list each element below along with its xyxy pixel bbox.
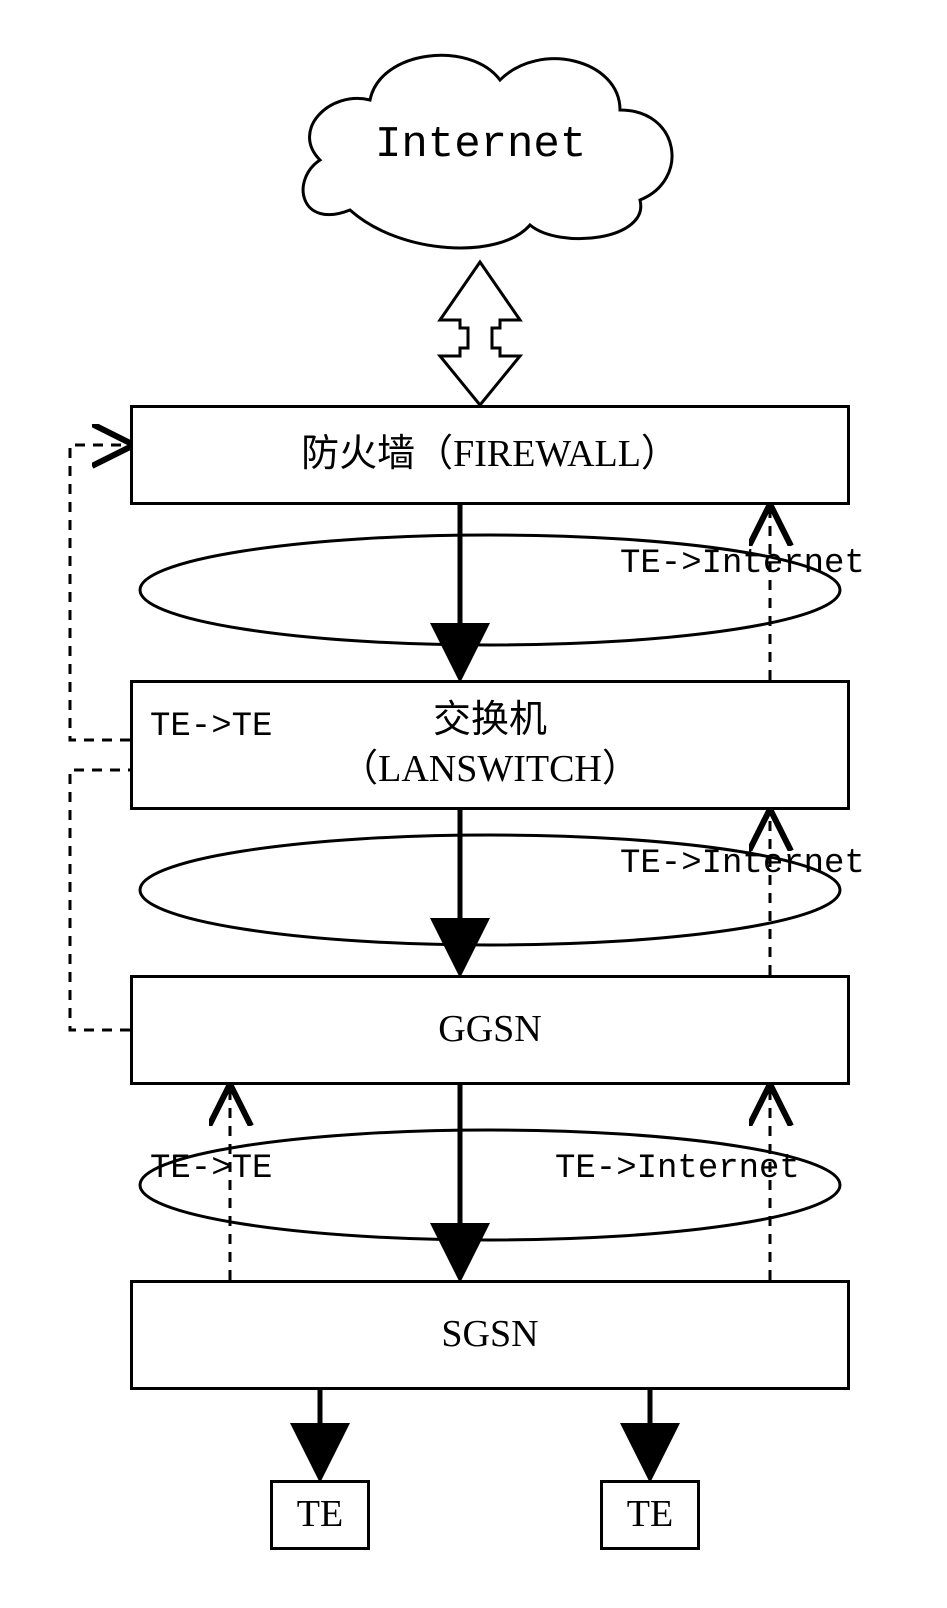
sgsn-label: SGSN — [441, 1310, 538, 1359]
te-left-node: TE — [270, 1480, 370, 1550]
te-right-node: TE — [600, 1480, 700, 1550]
te-right-label: TE — [627, 1490, 673, 1539]
label-fw-sw-right: TE->Internet — [620, 545, 865, 583]
label-sw-gg-right: TE->Internet — [620, 845, 865, 883]
sgsn-node: SGSN — [130, 1280, 850, 1390]
bidir-arrow-internet-firewall — [440, 262, 520, 405]
loop-gg-sw — [70, 770, 130, 1030]
label-gg-sg-right: TE->Internet — [555, 1150, 800, 1188]
lanswitch-label-2: （LANSWITCH） — [340, 745, 640, 794]
internet-label: Internet — [375, 120, 586, 170]
firewall-label: 防火墙（FIREWALL） — [301, 430, 679, 479]
label-sw-te: TE->TE — [150, 708, 272, 746]
te-left-label: TE — [297, 1490, 343, 1539]
lanswitch-label-1: 交换机 — [433, 696, 547, 745]
firewall-node: 防火墙（FIREWALL） — [130, 405, 850, 505]
loop-sw-fw — [70, 445, 130, 740]
ggsn-label: GGSN — [438, 1005, 541, 1054]
ggsn-node: GGSN — [130, 975, 850, 1085]
label-gg-sg-left: TE->TE — [150, 1150, 272, 1188]
network-flowchart: Internet 防火墙（FIREWALL） 交换机 （LANSWITCH） G… — [0, 0, 947, 1608]
